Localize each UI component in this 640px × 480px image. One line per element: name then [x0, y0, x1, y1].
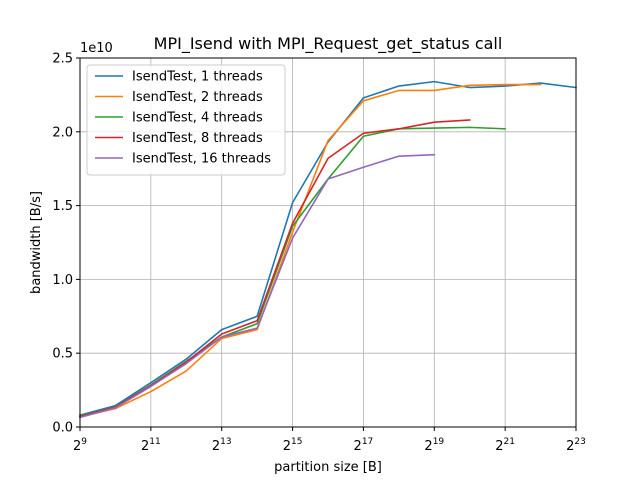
y-tick-label: 1.5	[52, 199, 73, 214]
legend-label: IsendTest, 8 threads	[132, 131, 263, 146]
x-tick-label: 219	[424, 437, 444, 454]
x-tick-label: 213	[212, 437, 232, 454]
x-tick-label: 29	[73, 437, 87, 454]
y-axis-offset-text: 1e10	[80, 41, 113, 56]
legend: IsendTest, 1 threads IsendTest, 2 threads…	[86, 64, 286, 176]
x-tick-label: 221	[495, 437, 515, 454]
legend-label: IsendTest, 1 threads	[132, 70, 263, 85]
series-lines	[79, 80, 577, 419]
legend-label: IsendTest, 16 threads	[132, 152, 271, 167]
y-tick-label: 1.0	[52, 273, 73, 288]
y-tick-label: 0.0	[52, 421, 73, 436]
y-axis-label: bandwidth [B/s]	[29, 191, 44, 294]
x-tick-label: 223	[566, 437, 586, 454]
legend-label: IsendTest, 2 threads	[132, 90, 263, 105]
axis-ticks: 29 211 213 215 217 219 221 223 0.0 0.5 1.0 1.5 2.0 2.…	[52, 52, 586, 455]
x-tick-label: 217	[354, 437, 374, 454]
legend-label: IsendTest, 4 threads	[132, 111, 263, 126]
series-line	[79, 83, 542, 418]
y-tick-label: 2.0	[52, 125, 73, 140]
x-tick-label: 211	[141, 437, 161, 454]
x-axis-label: partition size [B]	[274, 460, 382, 475]
y-tick-label: 2.5	[52, 52, 73, 67]
y-tick-label: 0.5	[52, 347, 73, 362]
legend-box	[86, 64, 286, 176]
chart-title: MPI_Isend with MPI_Request_get_status ca…	[154, 34, 503, 54]
series-line	[79, 153, 436, 419]
x-tick-label: 215	[283, 437, 303, 454]
plot-frame	[79, 57, 577, 428]
